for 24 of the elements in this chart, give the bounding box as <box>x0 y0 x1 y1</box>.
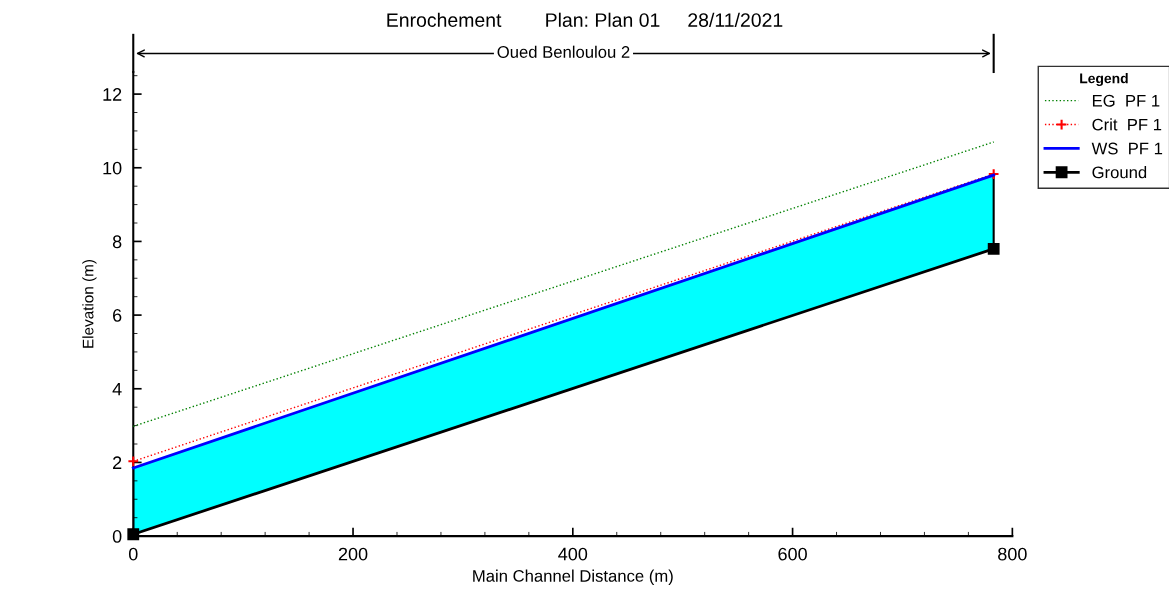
legend-label: Crit PF 1 <box>1092 118 1162 131</box>
y-tick-label: 0 <box>112 530 122 543</box>
y-tick-label: 2 <box>113 456 122 469</box>
x-tick-label: 800 <box>998 547 1027 561</box>
point <box>987 242 1000 255</box>
point <box>987 168 1000 180</box>
y-tick-label: 6 <box>113 309 122 322</box>
legend-title: Legend <box>1080 73 1128 87</box>
legend-label: EG PF 1 <box>1092 94 1160 107</box>
y-tick-label: 10 <box>103 161 122 175</box>
text: Oued Benloulou 2 <box>497 45 630 58</box>
x-tick-label: 0 <box>128 547 138 561</box>
x-tick-label: 600 <box>778 547 807 561</box>
y-tick-label: 4 <box>112 382 122 396</box>
chart-title: Enrochement Plan: Plan 01 28/11/2021 <box>387 12 783 27</box>
x-tick-label: 400 <box>558 547 588 561</box>
legend-label: Ground <box>1092 166 1147 179</box>
y-tick-label: 8 <box>112 235 122 249</box>
point <box>127 455 140 468</box>
x-tick-label: 200 <box>338 547 368 561</box>
x-axis-title: Main Channel Distance (m) <box>473 569 673 586</box>
y-axis-title: Elevation (m) <box>82 259 97 348</box>
legend-label: WS PF 1 <box>1091 142 1163 155</box>
y-tick-label: 12 <box>103 88 122 101</box>
